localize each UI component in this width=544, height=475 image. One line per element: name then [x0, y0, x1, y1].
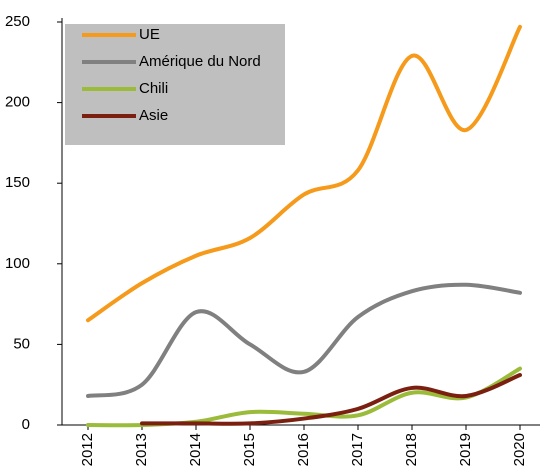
x-tick-label: 2015	[241, 433, 258, 466]
x-tick-label: 2016	[295, 433, 312, 466]
y-tick-label: 150	[5, 174, 30, 191]
x-tick-label: 2020	[511, 433, 528, 466]
legend-label: Chili	[139, 80, 168, 97]
legend-box	[65, 24, 285, 145]
x-tick-label: 2014	[187, 433, 204, 466]
y-tick-label: 50	[13, 335, 30, 352]
x-tick-label: 2017	[349, 433, 366, 466]
x-tick-label: 2012	[79, 433, 96, 466]
series-line	[86, 24, 522, 323]
y-tick-label: 100	[5, 255, 30, 272]
x-tick-label: 2019	[457, 433, 474, 466]
y-tick-label: 200	[5, 94, 30, 111]
series-line	[86, 282, 522, 398]
y-tick-label: 0	[22, 416, 30, 433]
y-tick-label: 250	[5, 13, 30, 30]
legend-label: Asie	[139, 107, 168, 124]
x-tick-label: 2018	[403, 433, 420, 466]
legend-label: Amérique du Nord	[139, 53, 261, 70]
series-line	[140, 373, 522, 426]
legend-label: UE	[139, 26, 160, 43]
x-tick-label: 2013	[133, 433, 150, 466]
